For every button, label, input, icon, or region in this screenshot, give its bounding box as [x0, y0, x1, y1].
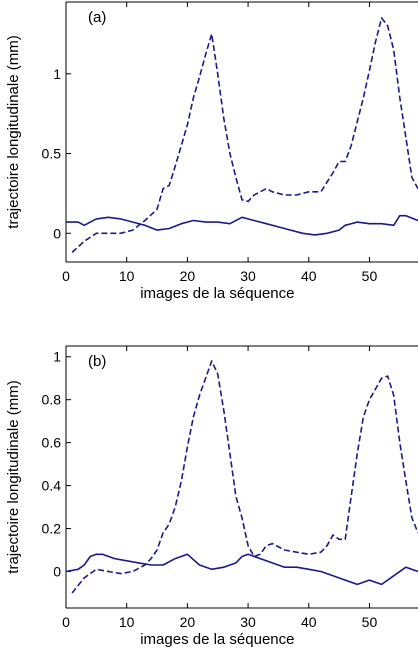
panel-b-plot: 0 10 20 30 40 50 0 0.2 0.4 0.6 0.8 1 (b) images de la… — [5, 345, 418, 648]
panel-b-annotation: (b) — [88, 353, 106, 370]
panel-b-xtick-label-1: 10 — [119, 614, 135, 630]
panel-a-xtick-label-0: 0 — [62, 268, 70, 284]
panel-a-y-axis-label: trajectoire longitudinale (mm) — [5, 35, 22, 228]
panel-b-xtick-label-5: 50 — [362, 614, 378, 630]
panel-a-xtick-label-3: 30 — [240, 268, 256, 284]
panel-b-ytick-label-0: 0 — [53, 563, 61, 579]
panel-a-xtick-label-2: 20 — [180, 268, 196, 284]
panel-b-xtick-label-3: 30 — [240, 614, 256, 630]
panel-a-ytick-label-0: 0 — [53, 225, 61, 241]
panel-b-ytick-label-3: 0.6 — [42, 435, 62, 451]
panel-b-series-solid-line — [65, 553, 418, 586]
panel-b-ytick-label-1: 0.2 — [42, 521, 62, 537]
panel-b-ytick-label-2: 0.4 — [42, 478, 62, 494]
panel-a-plot: 0 10 20 30 40 50 0 0.5 1 (a) images de la séquence… — [5, 1, 418, 302]
panel-a-annotation: (a) — [88, 9, 106, 26]
panel-a-series-dashed-line — [71, 17, 418, 253]
panel-a-xtick-label-5: 50 — [362, 268, 378, 284]
panel-a-ytick-label-1: 0.5 — [42, 146, 62, 162]
panel-b-xtick-label-2: 20 — [180, 614, 196, 630]
panel-b-series-dashed-line — [71, 360, 418, 594]
panel-b-x-axis-label: images de la séquence — [140, 631, 294, 648]
panel-b-xtick-label-4: 40 — [301, 614, 317, 630]
panel-a-series-solid-line — [66, 214, 418, 236]
panel-b-xtick-label-0: 0 — [62, 614, 70, 630]
panel-a-xtick-label-1: 10 — [119, 268, 135, 284]
panel-a-ytick-label-2: 1 — [53, 66, 61, 82]
panel-b-y-axis-label: trajectoire longitudinale (mm) — [5, 380, 22, 573]
panel-b-ytick-label-5: 1 — [53, 349, 61, 365]
panel-b-ytick-label-4: 0.8 — [42, 392, 62, 408]
panel-a-x-axis-label: images de la séquence — [140, 285, 294, 302]
panel-a-xtick-label-4: 40 — [301, 268, 317, 284]
